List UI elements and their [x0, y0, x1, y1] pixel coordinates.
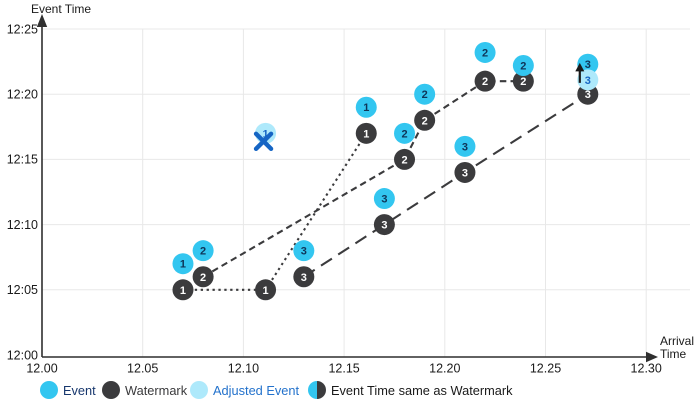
watermark-point-number: 2 [200, 272, 206, 284]
y-tick-label: 12:05 [7, 283, 38, 297]
watermark-point-number: 3 [585, 89, 591, 101]
watermark-legend-marker-icon [102, 381, 120, 399]
y-tick-label: 12:15 [7, 153, 38, 167]
event-point [373, 188, 395, 210]
watermark-point [394, 148, 416, 170]
dropped-event-cross-icon [253, 131, 274, 152]
event-point-number: 1 [363, 102, 369, 114]
watermark-point [373, 214, 395, 236]
x-tick-label: 12.25 [530, 362, 561, 376]
watermark-point-number: 1 [363, 128, 369, 140]
event-point-number: 1 [180, 259, 186, 271]
watermark-point [192, 266, 214, 288]
y-axis-title: Event Time [31, 2, 92, 16]
adjusted-event-point [577, 69, 599, 91]
event-point-number: 3 [381, 194, 387, 206]
event-point-number: 2 [401, 128, 407, 140]
legend-label-event-time-same-as-watermark: Event Time same as Watermark [331, 382, 513, 398]
event-point-number: 3 [585, 59, 591, 71]
event-point [293, 240, 315, 262]
watermark-point-number: 1 [180, 285, 186, 297]
event-point [512, 55, 534, 77]
watermark-point [172, 279, 194, 301]
adjusted-event-point-number: 1 [262, 128, 268, 140]
watermark-point-number: 3 [301, 272, 307, 284]
event-point [355, 96, 377, 118]
watermark-point-number: 2 [482, 76, 488, 88]
y-tick-label: 12:10 [7, 218, 38, 232]
x-tick-label: 12.10 [228, 362, 259, 376]
event-point-number: 3 [301, 246, 307, 258]
legend-label-watermark: Watermark [125, 382, 188, 398]
x-tick-label: 12.30 [631, 362, 662, 376]
watermark-point [293, 266, 315, 288]
x-axis-title-line1: Arrival [660, 334, 695, 348]
event-point-number: 2 [482, 47, 488, 59]
legend-item-event-time-same-as-watermark: Event Time same as Watermark [308, 379, 513, 401]
x-axis-arrowhead-icon [646, 351, 658, 363]
adjusted-event-legend-marker-icon [190, 381, 208, 399]
event-point [172, 253, 194, 275]
legend-item-adjusted-event: Adjusted Event [190, 379, 299, 401]
x-tick-label: 12.15 [328, 362, 359, 376]
watermark-point-number: 3 [462, 167, 468, 179]
event-point [394, 122, 416, 144]
watermark-point [414, 109, 436, 131]
event-point [474, 41, 496, 63]
watermark-point [577, 83, 599, 105]
event-point [414, 83, 436, 105]
watermark-point [512, 70, 534, 92]
legend-label-event: Event [63, 382, 96, 398]
watermark-stream-line-1 [183, 132, 368, 291]
watermark-point-number: 2 [422, 115, 428, 127]
watermark-point-number: 3 [381, 220, 387, 232]
x-axis-title: Arrival Time [660, 335, 694, 361]
watermark-stream-line-3 [303, 93, 589, 278]
x-tick-label: 12.00 [26, 362, 57, 376]
event-point-number: 2 [520, 61, 526, 73]
legend: Event Watermark Adjusted Event Event Tim… [0, 379, 696, 403]
legend-item-event: Event [40, 379, 96, 401]
event-point-number: 2 [200, 246, 206, 258]
watermark-point-number: 2 [520, 76, 526, 88]
y-tick-label: 12:00 [7, 348, 38, 362]
watermark-point-number: 1 [262, 285, 268, 297]
legend-item-watermark: Watermark [102, 379, 187, 401]
adjusted-up-arrow-icon [575, 62, 585, 72]
event-point [192, 240, 214, 262]
y-tick-label: 12:25 [7, 22, 38, 36]
watermark-stream-line-2 [202, 80, 524, 278]
watermark-point [255, 279, 277, 301]
x-tick-label: 12.20 [429, 362, 460, 376]
x-tick-label: 12.05 [127, 362, 158, 376]
event-legend-marker-icon [40, 381, 58, 399]
watermark-point [474, 70, 496, 92]
watermark-point [454, 161, 476, 183]
event-point-number: 3 [462, 141, 468, 153]
half-event-half-watermark-legend-marker-icon [308, 381, 326, 399]
adjusted-event-point-number: 3 [585, 75, 591, 87]
watermark-point-number: 2 [401, 154, 407, 166]
watermark-point [355, 122, 377, 144]
y-axis-arrowhead-icon [36, 14, 48, 27]
legend-label-adjusted-event: Adjusted Event [213, 382, 300, 398]
event-point-number: 2 [422, 89, 428, 101]
y-tick-label: 12:20 [7, 88, 38, 102]
event-point [454, 135, 476, 157]
x-axis-title-line2: Time [660, 347, 687, 361]
